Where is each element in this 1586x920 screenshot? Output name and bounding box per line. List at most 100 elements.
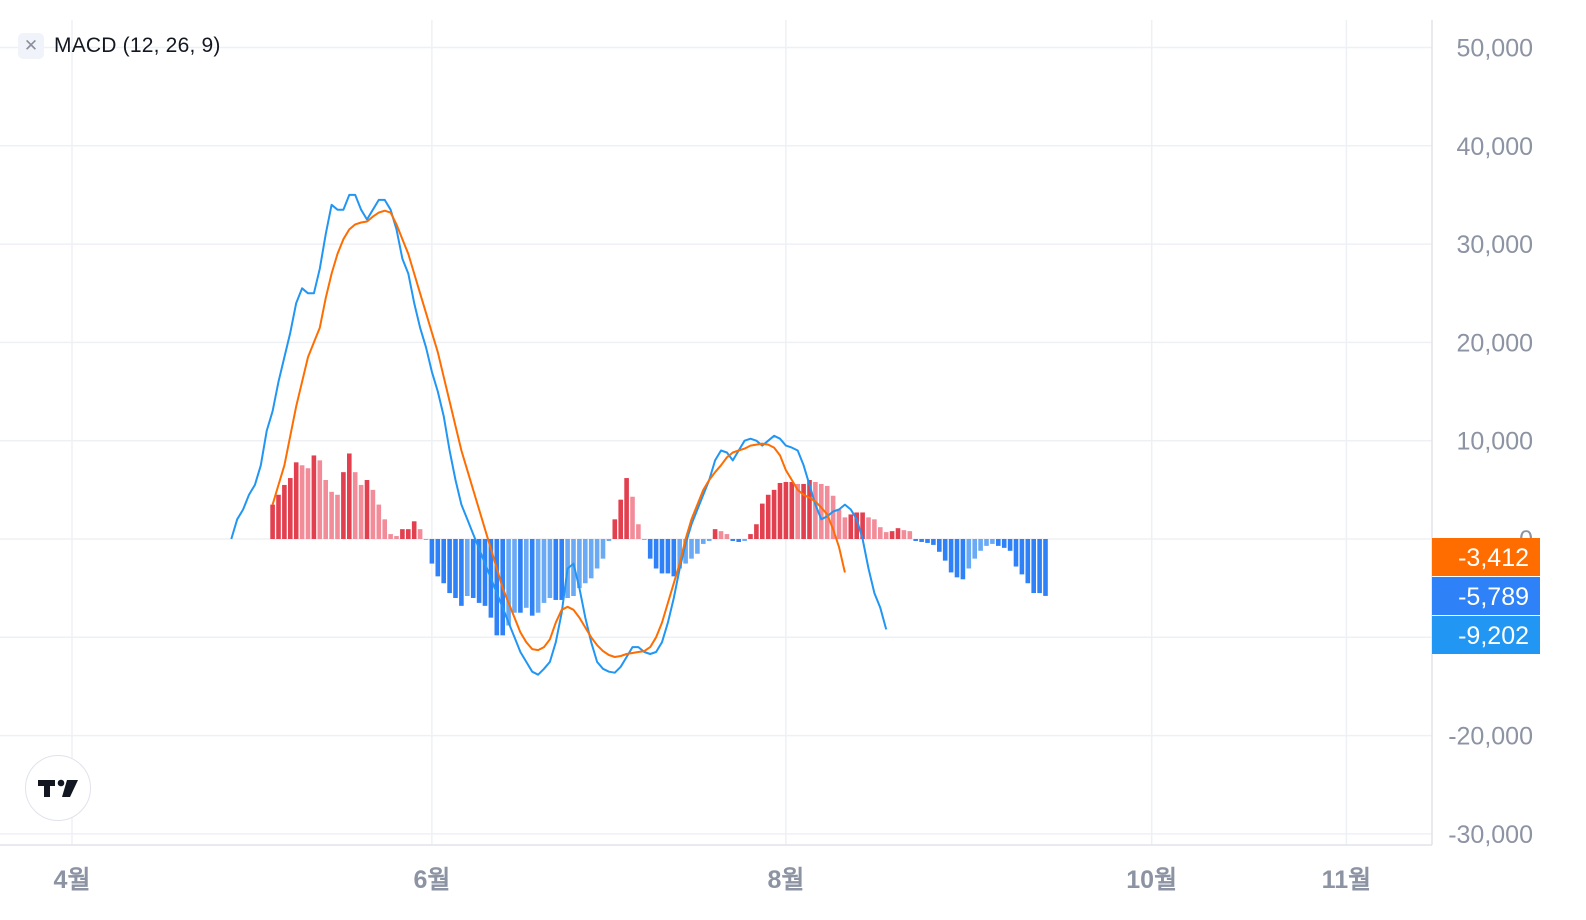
histogram-bar [606,539,612,541]
histogram-bar [895,528,901,539]
histogram-bar [848,514,854,539]
histogram-bar [411,521,417,539]
histogram-bar [636,524,641,539]
histogram-bar [270,504,275,539]
histogram-bar [323,480,328,539]
x-tick-label: 4월 [54,866,91,894]
tradingview-logo-icon[interactable] [25,755,91,821]
signal-value-tag-bg [1432,538,1540,576]
histogram-bar [730,539,736,541]
histogram-bar [754,524,759,539]
histogram-bar [512,539,517,613]
histogram-bar [807,480,812,539]
histogram-bar [948,539,954,573]
histogram-bar [293,462,299,539]
histogram-bar [706,539,712,541]
histogram-bar [470,539,476,598]
histogram-bar [535,539,541,613]
histogram-bar [317,460,323,539]
histogram-bar [830,495,836,539]
histogram-bar [984,539,989,546]
histogram-bar [547,539,553,598]
histogram-bar [842,517,848,539]
histogram-bar [1025,539,1031,584]
macd-value-tag-bg [1432,616,1540,654]
histogram-bar [358,484,364,539]
histogram-bar [559,539,564,600]
histogram-value-tag-text: -5,789 [1458,583,1529,611]
histogram-bar [1013,539,1019,567]
histogram-bar [465,539,470,597]
grid-lines [0,20,1432,845]
close-icon[interactable]: ✕ [18,33,44,59]
histogram-bar [394,536,399,539]
histogram-bar [771,489,777,539]
y-tick-label: 30,000 [1457,231,1533,259]
histogram-bar [370,489,376,539]
histogram-bar [1001,539,1007,548]
histogram-bar [417,529,423,539]
histogram-bar [889,531,895,539]
histogram-bar [819,483,824,539]
histogram-bar [1019,539,1025,575]
histogram-bar [760,503,765,539]
histogram-bar [783,481,789,539]
histogram-bar [388,534,393,539]
macd-line [230,193,888,676]
histogram-bar [689,539,694,559]
histogram-bar [618,499,623,539]
histogram-bar [801,483,806,539]
histogram-bar [683,539,688,564]
histogram-bar [813,481,818,539]
histogram-bar [789,481,795,539]
y-axis-labels: 50,00040,00030,00020,00010,0000-10,000-2… [1448,35,1533,849]
histogram-bar [996,539,1001,546]
histogram-bar [724,534,730,539]
histogram-bar [860,512,865,539]
x-tick-label: 8월 [767,866,804,894]
histogram-bar [866,517,871,539]
histogram-bar [642,539,647,540]
histogram-bar [594,539,600,569]
histogram-bar [352,472,358,539]
axes [0,20,1433,846]
histogram-series [270,453,1048,636]
histogram-bar [937,539,942,552]
x-tick-label: 10월 [1126,866,1177,894]
histogram-bar [653,539,659,569]
histogram-bar [406,529,411,539]
histogram-bar [736,539,741,542]
histogram-bar [529,539,535,616]
histogram-bar [872,519,877,539]
histogram-bar [919,539,924,542]
y-tick-label: 10,000 [1457,428,1533,456]
histogram-bar [913,539,918,541]
histogram-bar [1031,539,1036,594]
histogram-bar [335,494,340,539]
legend-title: MACD (12, 26, 9) [54,34,221,57]
histogram-bar [459,539,464,606]
histogram-bar [836,509,842,539]
histogram-bar [518,539,523,613]
histogram-bar [990,539,995,544]
histogram-bar [524,539,529,608]
histogram-bar [435,539,441,577]
histogram-bar [429,539,435,564]
histogram-bar [376,504,382,539]
histogram-bar [671,539,677,577]
histogram-bar [588,539,594,579]
histogram-bar [341,472,346,539]
histogram-bar [583,539,588,584]
histogram-bar [577,539,582,589]
y-tick-label: -30,000 [1448,821,1533,849]
histogram-bar [742,539,747,541]
price-tags: -3,412 -5,789 -9,202 [1432,538,1540,654]
y-tick-label: 20,000 [1457,329,1533,357]
histogram-bar [795,483,800,539]
histogram-bar [677,539,682,569]
histogram-bar [541,539,547,603]
histogram-bar [966,539,972,569]
x-tick-label: 11월 [1322,866,1371,894]
histogram-bar [695,539,700,554]
